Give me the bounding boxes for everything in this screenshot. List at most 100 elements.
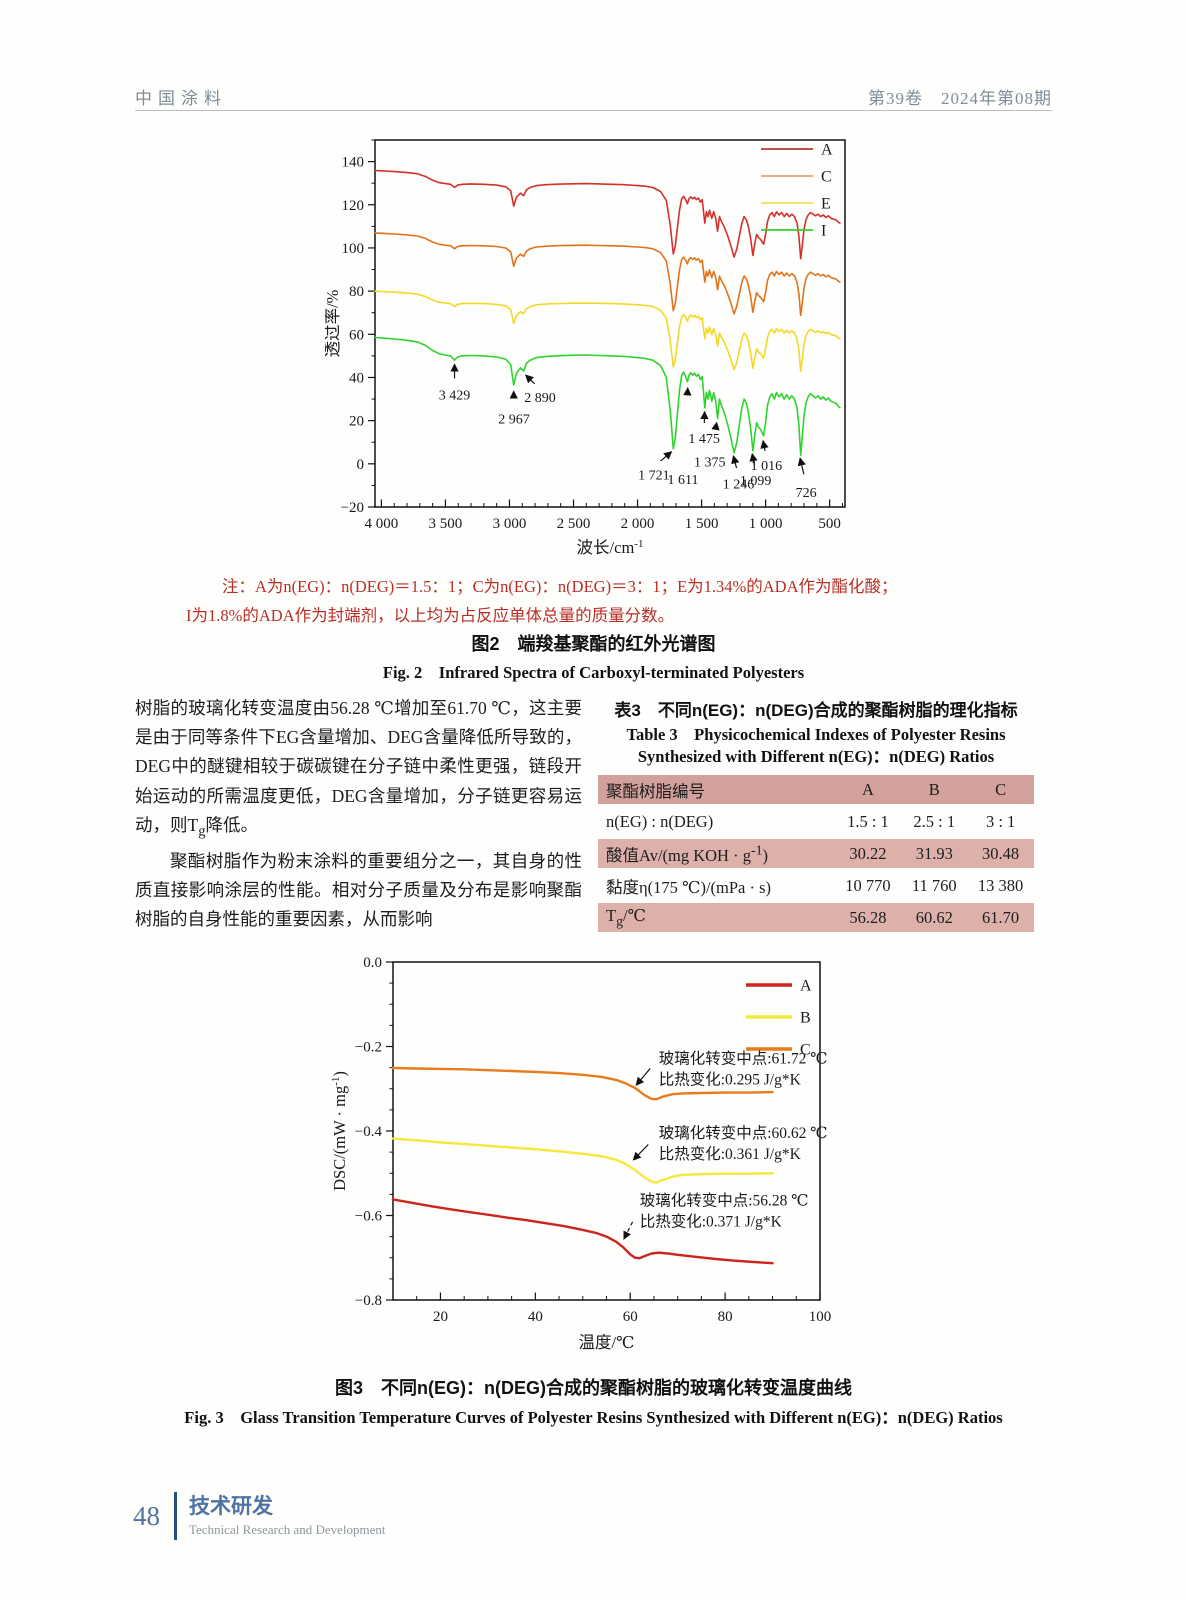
table-cell: 60.62 bbox=[901, 901, 968, 935]
fig3-curve-B bbox=[391, 1137, 774, 1184]
fig2-y-axis-label: 透过率/% bbox=[325, 289, 342, 357]
dsc-annotation-line: 玻璃化转变中点:60.62 ℃ bbox=[659, 1124, 828, 1142]
fig3-legend-label-B: B bbox=[800, 1010, 811, 1027]
table-row-label: 黏度η(175 ℃)/(mPa · s) bbox=[598, 869, 835, 903]
fig2-x-tick-label: 4 000 bbox=[365, 516, 399, 532]
table3-row: 黏度η(175 ℃)/(mPa · s) 10 770 11 760 13 380 bbox=[598, 869, 1034, 903]
fig2-y-tick-label: −20 bbox=[341, 500, 364, 516]
body-left-column: 树脂的玻璃化转变温度由56.28 ℃增加至61.70 ℃，这主要是由于同等条件下… bbox=[135, 694, 582, 934]
fig3-x-tick-label: 80 bbox=[718, 1309, 733, 1325]
fig2-caption-zh: 图2 端羧基聚酯的红外光谱图 bbox=[471, 634, 716, 654]
table-cell: 30.48 bbox=[967, 837, 1034, 871]
fig2-curve-A bbox=[374, 169, 841, 260]
fig2-y-tick-label: 80 bbox=[349, 284, 364, 300]
fig2-y-tick-label: 20 bbox=[349, 414, 364, 430]
table-cell: 10 770 bbox=[834, 869, 902, 903]
peak-label-1016: 1 016 bbox=[751, 459, 783, 474]
fig2-caption-en: Fig. 2 Infrared Spectra of Carboxyl-term… bbox=[382, 663, 805, 682]
fig3-caption-zh: 图3 不同n(EG)：n(DEG)合成的聚酯树脂的玻璃化转变温度曲线 bbox=[335, 1378, 852, 1398]
table-cell: B bbox=[901, 775, 968, 807]
fig2-y-tick-label: 0 bbox=[357, 457, 365, 473]
fig2-y-tick-label: 140 bbox=[342, 155, 365, 171]
table-cell: 30.22 bbox=[834, 837, 902, 871]
table3-row: 酸值Av/(mg KOH · g-1) 30.22 31.93 30.48 bbox=[598, 837, 1034, 871]
fig3-dsc-chart: 20 40 60 80 100 0.0 −0.2 −0.4 −0.6 −0.8 ABC 温度/℃ DSC… bbox=[330, 955, 832, 1352]
table3-title-en-line2: Synthesized with Different n(EG)：n(DEG) … bbox=[637, 747, 995, 766]
fig3-legend-label-C: C bbox=[800, 1042, 811, 1059]
fig3-y-axis-label: DSC/(mW · mg-1) bbox=[330, 1071, 349, 1191]
fig3-curve-A bbox=[391, 1198, 774, 1265]
fig2-curve-I bbox=[374, 336, 841, 456]
peak-label-1375: 1 375 bbox=[694, 456, 726, 471]
fig2-x-tick-label: 3 000 bbox=[493, 516, 527, 532]
body-paragraph-1: 树脂的玻璃化转变温度由56.28 ℃增加至61.70 ℃，这主要是由于同等条件下… bbox=[135, 698, 582, 840]
table-cell: C bbox=[967, 775, 1034, 807]
peak-label-2967: 2 967 bbox=[498, 412, 529, 427]
fig2-ir-spectra-chart: 4 000 3 500 3 000 2 500 2 000 1 500 1 000 500 14… bbox=[325, 139, 846, 557]
fig3-y-tick-label: −0.2 bbox=[355, 1040, 382, 1056]
fig2-legend-label-E: E bbox=[821, 196, 831, 213]
fig2-note-line2: I为1.8%的ADA作为封端剂，以上均为占反应单体总量的质量分数。 bbox=[186, 606, 675, 625]
table-row-label: Tg/℃ bbox=[598, 901, 835, 935]
header-rule bbox=[135, 110, 1052, 111]
table3-title-zh: 表3 不同n(EG)：n(DEG)合成的聚酯树脂的理化指标 bbox=[614, 701, 1018, 720]
fig3-x-tick-label: 60 bbox=[623, 1309, 638, 1325]
fig2-note: 注：A为n(EG)：n(DEG)＝1.5：1；C为n(EG)：n(DEG)＝3：… bbox=[186, 572, 1031, 630]
peak-label-1475: 1 475 bbox=[688, 432, 720, 447]
fig2-curve-C bbox=[374, 232, 841, 317]
fig2-x-tick-label: 2 000 bbox=[621, 516, 655, 532]
peak-label-1246: 1 246 bbox=[723, 477, 755, 492]
fig3-legend-label-A: A bbox=[800, 978, 812, 995]
fig2-x-tick-label: 3 500 bbox=[429, 516, 463, 532]
fig2-y-tick-label: 40 bbox=[349, 370, 364, 386]
table-cell: 11 760 bbox=[901, 869, 968, 903]
table3-row: Tg/℃ 56.28 60.62 61.70 bbox=[598, 901, 1034, 935]
journal-name: 中国涂料 bbox=[135, 89, 227, 108]
fig2-x-tick-label: 500 bbox=[818, 516, 841, 532]
dsc-annotation-line: 玻璃化转变中点:61.72 ℃ bbox=[659, 1049, 828, 1067]
peak-label-3429: 3 429 bbox=[439, 389, 471, 404]
fig3-x-tick-label: 20 bbox=[433, 1309, 448, 1325]
fig3-x-tick-label: 40 bbox=[528, 1309, 543, 1325]
peak-label-726: 726 bbox=[796, 486, 817, 501]
fig2-curve-E bbox=[374, 290, 841, 372]
body-right-column: 表3 不同n(EG)：n(DEG)合成的聚酯树脂的理化指标 Table 3 Ph… bbox=[598, 696, 1034, 935]
fig2-note-line1: 注：A为n(EG)：n(DEG)＝1.5：1；C为n(EG)：n(DEG)＝3：… bbox=[222, 577, 898, 596]
peak-label-1721: 1 721 bbox=[638, 469, 670, 484]
table-cell: A bbox=[834, 775, 902, 807]
fig3-caption-en: Fig. 3 Glass Transition Temperature Curv… bbox=[184, 1408, 1003, 1427]
fig2-legend-label-A: A bbox=[821, 142, 833, 159]
fig3-x-tick-label: 100 bbox=[809, 1309, 832, 1325]
fig3-curve-C bbox=[391, 1066, 774, 1101]
table3-header-row: 聚酯树脂编号 A B C bbox=[598, 775, 1034, 807]
footer-page-number: 48 bbox=[133, 1500, 160, 1531]
fig2-y-tick-label: 120 bbox=[342, 198, 365, 214]
footer-section-zh: 技术研发 bbox=[189, 1494, 273, 1518]
table-cell: 2.5 : 1 bbox=[901, 805, 968, 839]
peak-label-1099: 1 099 bbox=[740, 474, 772, 489]
dsc-annotation-line: 比热变化:0.361 J/g*K bbox=[659, 1145, 802, 1163]
peak-label-1611: 1 611 bbox=[668, 473, 699, 488]
fig3-y-tick-label: −0.6 bbox=[355, 1209, 383, 1225]
table-cell: 13 380 bbox=[967, 869, 1034, 903]
peak-label-2890: 2 890 bbox=[524, 391, 556, 406]
fig2-y-tick-label: 60 bbox=[349, 327, 364, 343]
table-cell: 31.93 bbox=[901, 837, 968, 871]
table-cell: 61.70 bbox=[967, 901, 1034, 935]
issue-info: 第39卷 2024年第08期 bbox=[868, 89, 1052, 108]
fig3-y-tick-label: 0.0 bbox=[363, 955, 382, 971]
fig2-x-tick-label: 1 000 bbox=[749, 516, 783, 532]
page-footer: 48 技术研发 Technical Research and Developme… bbox=[133, 1492, 386, 1540]
fig2-plot-border bbox=[374, 139, 846, 508]
table-cell: 56.28 bbox=[834, 901, 902, 935]
dsc-annotation-line: 玻璃化转变中点:56.28 ℃ bbox=[640, 1192, 809, 1210]
table-cell: 3 : 1 bbox=[967, 805, 1034, 839]
body-paragraph-2: 聚酯树脂作为粉末涂料的重要组分之一，其自身的性质直接影响涂层的性能。相对分子质量… bbox=[135, 850, 582, 929]
page-header: 中国涂料 第39卷 2024年第08期 bbox=[135, 84, 1052, 109]
table3-title-en-line1: Table 3 Physicochemical Indexes of Polye… bbox=[626, 725, 1006, 744]
fig2-x-tick-label: 2 500 bbox=[557, 516, 591, 532]
table-row-label: 酸值Av/(mg KOH · g-1) bbox=[598, 837, 835, 871]
